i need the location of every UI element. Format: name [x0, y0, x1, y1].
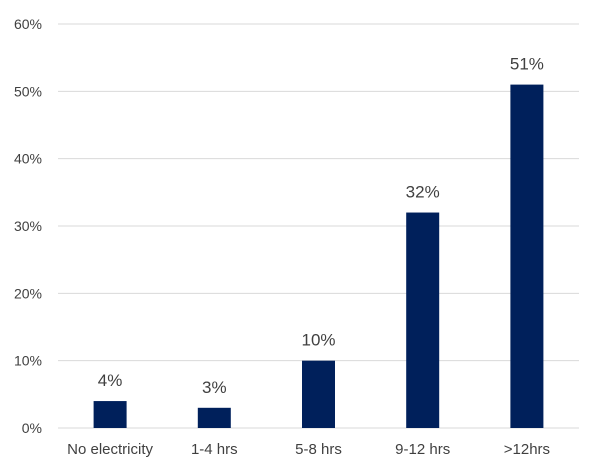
x-tick-label: 5-8 hrs: [295, 441, 342, 458]
bar: [93, 401, 127, 428]
data-label: 4%: [98, 371, 123, 390]
x-tick-label: >12hrs: [504, 441, 550, 458]
y-tick-label: 10%: [14, 353, 42, 369]
y-axis: 0% 10% 20% 30% 40% 50% 60%: [14, 16, 42, 436]
gridlines: [58, 23, 579, 429]
y-tick-label: 60%: [14, 16, 42, 32]
data-label: 10%: [301, 331, 335, 350]
bars: [93, 84, 544, 428]
bar: [406, 212, 440, 428]
x-tick-label: 9-12 hrs: [395, 441, 450, 458]
data-label: 32%: [406, 183, 440, 202]
y-tick-label: 0%: [22, 420, 42, 436]
y-tick-label: 20%: [14, 285, 42, 301]
data-labels: 4% 3% 10% 32% 51%: [98, 55, 544, 397]
data-label: 3%: [202, 378, 227, 397]
y-tick-label: 50%: [14, 83, 42, 99]
bar: [302, 360, 335, 428]
x-axis: No electricity 1-4 hrs 5-8 hrs 9-12 hrs >12h…: [67, 441, 550, 458]
x-tick-label: No electricity: [67, 441, 153, 458]
y-tick-label: 30%: [14, 218, 42, 234]
data-label: 51%: [510, 55, 544, 74]
bar: [197, 407, 231, 428]
y-tick-label: 40%: [14, 151, 42, 167]
x-tick-label: 1-4 hrs: [191, 441, 238, 458]
bar: [510, 84, 544, 428]
